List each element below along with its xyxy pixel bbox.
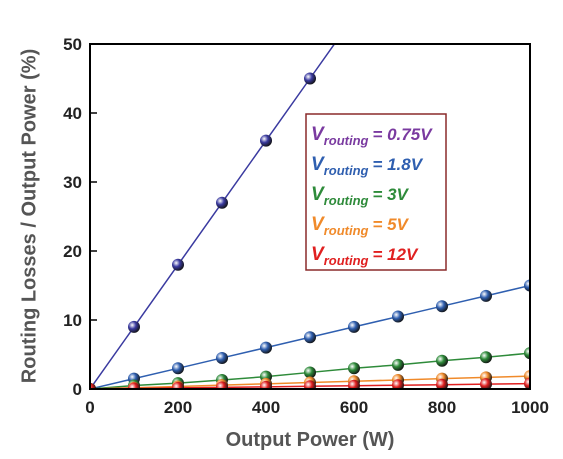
data-point: [304, 72, 316, 85]
y-tick-label: 0: [73, 380, 82, 399]
data-point: [172, 258, 184, 271]
x-tick-label: 800: [428, 398, 456, 417]
legend-entry: Vrouting = 3V: [311, 184, 410, 208]
y-axis-label: Routing Losses / Output Power (%): [18, 49, 40, 383]
data-point: [260, 134, 272, 147]
legend-box: [305, 113, 447, 271]
data-point: [216, 196, 228, 209]
legend-subscript: routing: [324, 193, 369, 208]
legend-label: = 1.8V: [372, 155, 423, 174]
x-tick-label: 200: [164, 398, 192, 417]
data-point: [304, 331, 316, 344]
data-point: [480, 289, 492, 302]
data-point: [172, 381, 184, 389]
data-point: [392, 379, 404, 389]
legend-entry: Vrouting = 5V: [311, 214, 410, 238]
data-point: [90, 383, 96, 389]
x-axis-label: Output Power (W): [226, 429, 395, 451]
data-point: [480, 378, 492, 389]
data-point: [436, 300, 448, 313]
plot: [90, 44, 530, 389]
legend-entry: Vrouting = 1.8V: [311, 154, 424, 178]
data-point: [436, 354, 448, 367]
data-point: [304, 380, 316, 389]
data-point: [436, 378, 448, 389]
data-point: [348, 320, 360, 333]
data-point: [524, 377, 530, 389]
legend-subscript: routing: [324, 253, 369, 268]
data-point: [260, 341, 272, 354]
y-tick-label: 40: [63, 104, 82, 123]
legend-label: = 12V: [372, 245, 419, 264]
x-tick-label: 400: [252, 398, 280, 417]
legend-label: = 5V: [372, 215, 409, 234]
legend-symbol: V: [311, 124, 325, 145]
legend-subscript: routing: [324, 163, 369, 178]
legend-symbol: V: [311, 244, 325, 265]
x-tick-label: 1000: [511, 398, 549, 417]
data-point: [392, 310, 404, 323]
legend-symbol: V: [311, 214, 325, 235]
legend-subscript: routing: [324, 133, 369, 148]
data-point: [216, 351, 228, 364]
y-tick-label: 30: [63, 173, 82, 192]
x-tick-label: 0: [85, 398, 94, 417]
data-point: [216, 381, 228, 389]
legend-subscript: routing: [324, 223, 369, 238]
plot-frame: [89, 43, 531, 390]
data-point: [172, 362, 184, 375]
y-tick-label: 20: [63, 242, 82, 261]
legend-symbol: V: [311, 154, 325, 175]
y-tick-label: 50: [63, 35, 82, 54]
legend-entry: Vrouting = 0.75V: [311, 124, 433, 148]
legend-entry: Vrouting = 12V: [311, 244, 419, 268]
data-point: [524, 279, 530, 292]
legend-label: = 0.75V: [372, 125, 433, 144]
data-point: [392, 358, 404, 371]
data-point: [260, 380, 272, 389]
data-point: [304, 366, 316, 379]
data-point: [348, 362, 360, 375]
data-point: [480, 351, 492, 364]
legend-label: = 3V: [372, 185, 409, 204]
data-point: [128, 320, 140, 333]
legend-symbol: V: [311, 184, 325, 205]
y-tick-label: 10: [63, 311, 82, 330]
data-point: [348, 379, 360, 389]
x-tick-label: 600: [340, 398, 368, 417]
data-point: [524, 347, 530, 360]
data-point: [128, 382, 140, 389]
